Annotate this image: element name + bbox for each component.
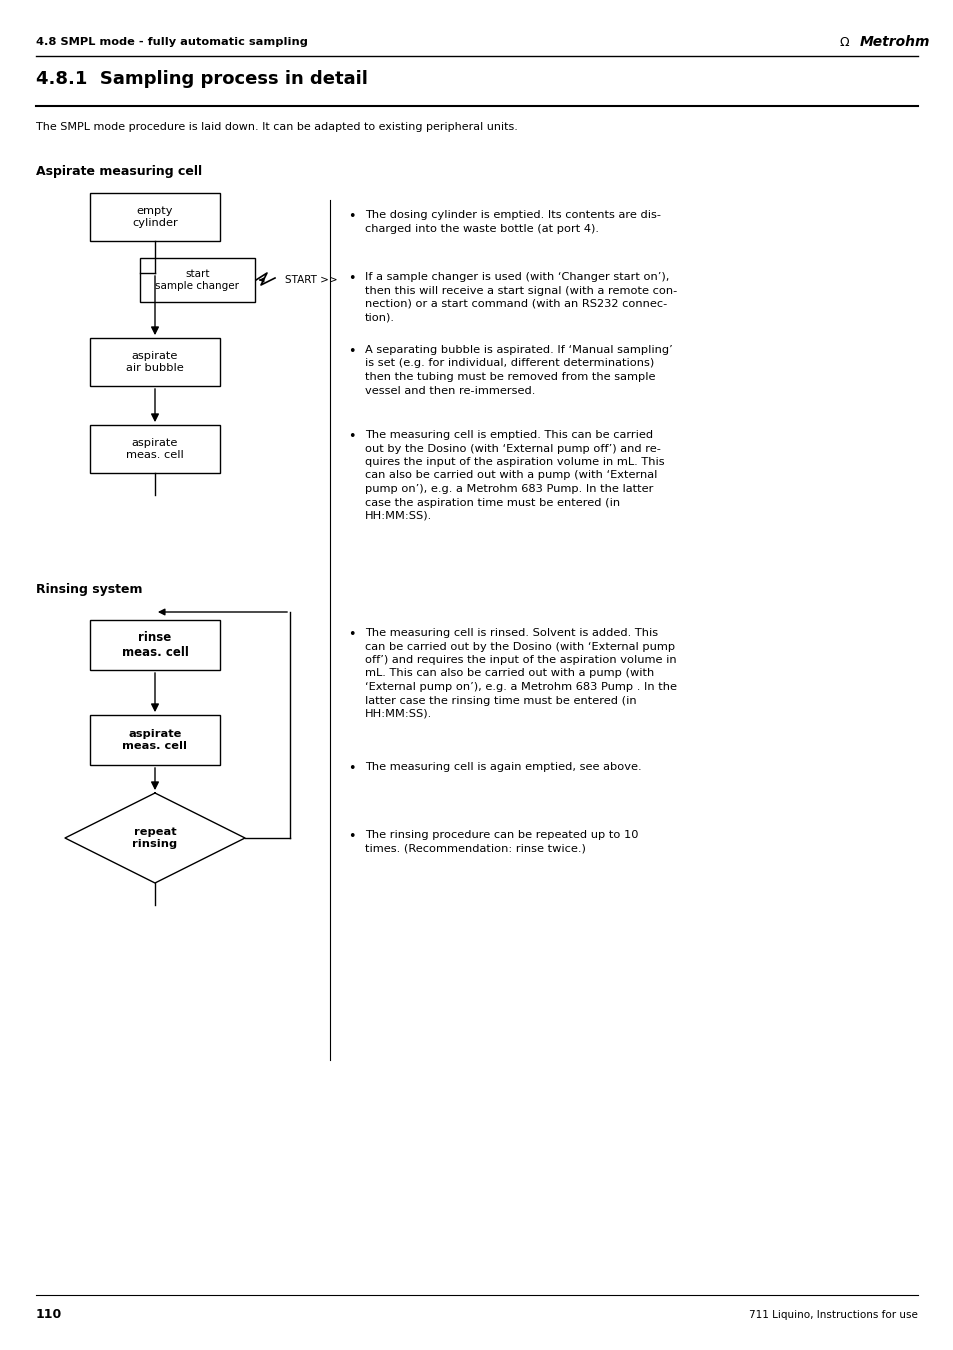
Text: •: • [348,761,355,775]
Text: If a sample changer is used (with ‘Changer start on’),: If a sample changer is used (with ‘Chang… [365,271,669,282]
Text: 711 Liquino, Instructions for use: 711 Liquino, Instructions for use [748,1310,917,1320]
Text: HH:MM:SS).: HH:MM:SS). [365,709,432,720]
Text: aspirate
air bubble: aspirate air bubble [126,351,184,373]
Text: repeat
rinsing: repeat rinsing [132,828,177,849]
Text: The SMPL mode procedure is laid down. It can be adapted to existing peripheral u: The SMPL mode procedure is laid down. It… [36,122,517,132]
Bar [90,193,220,242]
Text: •: • [348,346,355,358]
Text: quires the input of the aspiration volume in mL. This: quires the input of the aspiration volum… [365,458,664,467]
Bar [90,338,220,386]
Text: pump on’), e.g. a Metrohm 683 Pump. In the latter: pump on’), e.g. a Metrohm 683 Pump. In t… [365,485,653,494]
Text: The measuring cell is emptied. This can be carried: The measuring cell is emptied. This can … [365,431,653,440]
Text: vessel and then re-immersed.: vessel and then re-immersed. [365,386,535,396]
Text: Metrohm: Metrohm [859,35,929,49]
Text: ‘External pump on’), e.g. a Metrohm 683 Pump . In the: ‘External pump on’), e.g. a Metrohm 683 … [365,682,677,693]
Text: 4.8.1  Sampling process in detail: 4.8.1 Sampling process in detail [36,70,368,88]
Bar [90,425,220,472]
Text: off’) and requires the input of the aspiration volume in: off’) and requires the input of the aspi… [365,655,676,666]
Text: times. (Recommendation: rinse twice.): times. (Recommendation: rinse twice.) [365,844,585,853]
Text: •: • [348,431,355,443]
Text: rinse
meas. cell: rinse meas. cell [121,630,189,659]
Text: can also be carried out with a pump (with ‘External: can also be carried out with a pump (wit… [365,471,657,481]
Text: out by the Dosino (with ‘External pump off’) and re-: out by the Dosino (with ‘External pump o… [365,444,660,454]
Bar [140,258,254,302]
Text: START >>: START >> [285,275,337,285]
Text: Aspirate measuring cell: Aspirate measuring cell [36,166,202,178]
Text: start
sample changer: start sample changer [155,269,239,290]
Text: •: • [348,628,355,641]
Text: 4.8 SMPL mode - fully automatic sampling: 4.8 SMPL mode - fully automatic sampling [36,36,308,47]
Text: case the aspiration time must be entered (in: case the aspiration time must be entered… [365,498,619,508]
Text: The rinsing procedure can be repeated up to 10: The rinsing procedure can be repeated up… [365,830,638,840]
Text: is set (e.g. for individual, different determinations): is set (e.g. for individual, different d… [365,359,654,369]
Text: mL. This can also be carried out with a pump (with: mL. This can also be carried out with a … [365,668,654,679]
Text: HH:MM:SS).: HH:MM:SS). [365,512,432,521]
Text: aspirate
meas. cell: aspirate meas. cell [126,439,184,460]
Text: can be carried out by the Dosino (with ‘External pump: can be carried out by the Dosino (with ‘… [365,641,675,652]
Bar [90,620,220,670]
Text: tion).: tion). [365,312,395,323]
Text: then this will receive a start signal (with a remote con-: then this will receive a start signal (w… [365,285,677,296]
Text: A separating bubble is aspirated. If ‘Manual sampling’: A separating bubble is aspirated. If ‘Ma… [365,346,672,355]
Text: empty
cylinder: empty cylinder [132,207,177,228]
Text: then the tubing must be removed from the sample: then the tubing must be removed from the… [365,373,655,382]
Text: Ω: Ω [840,35,849,49]
Text: The measuring cell is again emptied, see above.: The measuring cell is again emptied, see… [365,761,641,772]
Text: •: • [348,211,355,223]
Text: nection) or a start command (with an RS232 connec-: nection) or a start command (with an RS2… [365,298,666,309]
Bar [90,716,220,765]
Text: The measuring cell is rinsed. Solvent is added. This: The measuring cell is rinsed. Solvent is… [365,628,658,639]
Text: aspirate
meas. cell: aspirate meas. cell [122,729,188,751]
Text: latter case the rinsing time must be entered (in: latter case the rinsing time must be ent… [365,695,636,706]
Text: •: • [348,271,355,285]
Text: •: • [348,830,355,842]
Text: charged into the waste bottle (at port 4).: charged into the waste bottle (at port 4… [365,224,598,234]
Text: The dosing cylinder is emptied. Its contents are dis-: The dosing cylinder is emptied. Its cont… [365,211,660,220]
Text: Rinsing system: Rinsing system [36,583,142,597]
Text: 110: 110 [36,1308,62,1322]
